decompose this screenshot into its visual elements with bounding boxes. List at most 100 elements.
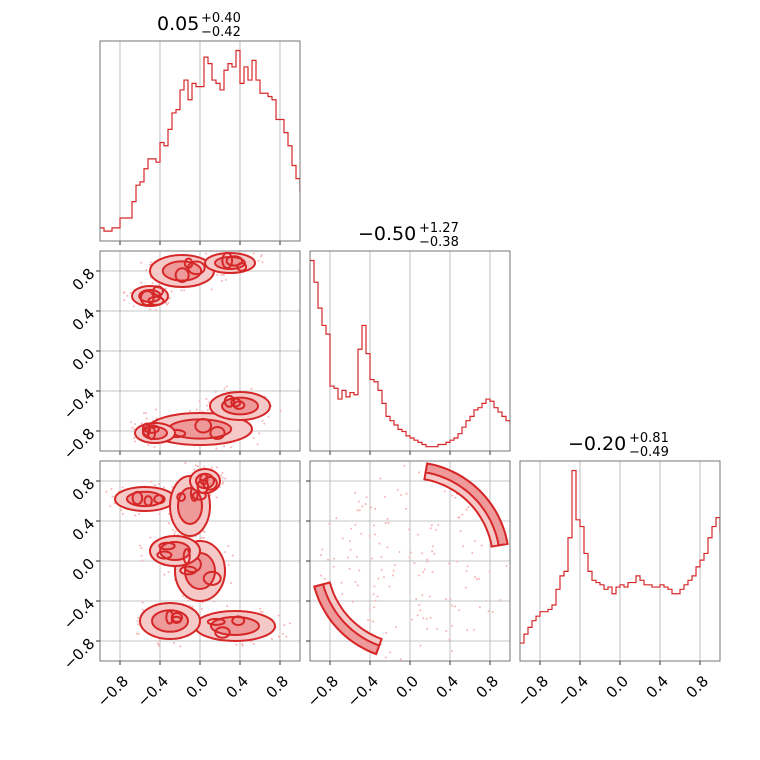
contour-p1-p2-panel bbox=[96, 250, 301, 455]
contour-p1-p2-sample-dot bbox=[223, 445, 226, 448]
contour-p2-p3-sample-dot bbox=[458, 515, 461, 518]
contour-p2-p3-sample-dot bbox=[321, 548, 324, 551]
contour-p2-p3-sample-dot bbox=[459, 529, 462, 532]
contour-p2-p3-sample-dot bbox=[358, 569, 361, 572]
contour-p2-p3-sample-dot bbox=[346, 556, 349, 559]
contour-p1-p3-sample-dot bbox=[277, 614, 280, 617]
contour-p1-p3-sample-dot bbox=[193, 468, 196, 471]
contour-p2-p3-sample-dot bbox=[372, 593, 375, 596]
contour-p1-p3-sample-dot bbox=[140, 547, 143, 550]
hist-1-title-plus: +0.40 bbox=[201, 11, 241, 26]
contour-p1-p2-contour-loop bbox=[152, 285, 164, 297]
contour-p1-p3-contour-loop bbox=[131, 490, 144, 506]
contour-p1-p2-sample-dot bbox=[129, 291, 132, 294]
contour-p2-p3-sample-dot bbox=[422, 571, 425, 574]
contour-p1-p3-sample-dot bbox=[171, 485, 174, 488]
contour-p1-p3-sample-dot bbox=[196, 465, 199, 468]
contour-p1-p3-sample-dot bbox=[141, 559, 144, 562]
contour-p1-p3-sample-dot bbox=[227, 563, 230, 566]
contour-p1-p3-sample-dot bbox=[179, 645, 182, 648]
hist-1-title-minus: −0.42 bbox=[201, 25, 241, 40]
contour-p1-p2-sample-dot bbox=[206, 409, 209, 412]
contour-p1-p3-sample-dot bbox=[222, 481, 225, 484]
contour-p2-p3-sample-dot bbox=[374, 599, 377, 602]
contour-p1-p3-sample-dot bbox=[171, 529, 174, 532]
contour-p1-p2-ytick-label: 0.8 bbox=[69, 265, 99, 295]
contour-p1-p3-contour-loop bbox=[179, 565, 198, 576]
contour-p1-p3-ytick-label: 0.0 bbox=[69, 555, 99, 585]
contour-p2-p3-sample-dot bbox=[426, 627, 429, 630]
contour-p1-p3-sample-dot bbox=[110, 487, 113, 490]
contour-p1-p3-xtick-label: −0.8 bbox=[94, 672, 132, 710]
contour-p1-p3-xtick-label: 0.8 bbox=[263, 672, 293, 702]
contour-p2-p3-sample-dot bbox=[354, 491, 357, 494]
contour-p2-p3-sample-dot bbox=[405, 508, 408, 511]
contour-p2-p3-sample-dot bbox=[365, 496, 368, 499]
contour-p1-p2-sample-dot bbox=[267, 415, 270, 418]
contour-p2-p3-sample-dot bbox=[370, 506, 373, 509]
contour-p1-p3-sample-dot bbox=[186, 599, 189, 602]
contour-p1-p2-sample-dot bbox=[205, 397, 208, 400]
contour-p2-p3-sample-dot bbox=[422, 617, 425, 620]
contour-p2-p3-sample-dot bbox=[378, 542, 381, 545]
contour-p2-p3-sample-dot bbox=[368, 608, 371, 611]
contour-p2-p3-sample-dot bbox=[405, 492, 408, 495]
contour-p2-p3-sample-dot bbox=[410, 551, 413, 554]
contour-p1-p3-sample-dot bbox=[149, 536, 152, 539]
contour-p2-p3-sample-dot bbox=[425, 617, 428, 620]
contour-p1-p2-contour-loop bbox=[174, 267, 190, 283]
contour-p1-p3-sample-dot bbox=[167, 571, 170, 574]
contour-p2-p3-sample-dot bbox=[356, 584, 359, 587]
contour-p1-p2-sample-dot bbox=[131, 426, 134, 429]
hist-1-title: 0.05 bbox=[157, 13, 199, 35]
contour-p1-p3-sample-dot bbox=[137, 632, 140, 635]
contour-p1-p3-sample-dot bbox=[261, 611, 264, 614]
contour-p1-p3-contour-inner bbox=[177, 487, 203, 525]
contour-p1-p2-sample-dot bbox=[183, 289, 186, 292]
contour-p2-p3-sample-dot bbox=[399, 493, 402, 496]
contour-p1-p2-sample-dot bbox=[133, 440, 136, 443]
contour-p1-p3-ytick-label: 0.4 bbox=[69, 515, 99, 545]
contour-p2-p3-sample-dot bbox=[393, 564, 396, 567]
contour-p2-p3-sample-dot bbox=[454, 605, 457, 608]
contour-p1-p3-ytick-label: 0.8 bbox=[69, 475, 99, 505]
contour-p2-p3-sample-dot bbox=[355, 555, 358, 558]
contour-p2-p3-sample-dot bbox=[428, 595, 431, 598]
contour-p2-p3-sample-dot bbox=[408, 556, 411, 559]
contour-p2-p3-xtick-label: 0.8 bbox=[473, 672, 503, 702]
contour-p2-p3-sample-dot bbox=[467, 506, 470, 509]
contour-p1-p2-sample-dot bbox=[157, 283, 160, 286]
contour-p2-p3-sample-dot bbox=[436, 627, 439, 630]
contour-p2-p3-sample-dot bbox=[354, 524, 357, 527]
contour-p1-p3-contour-loop bbox=[199, 472, 209, 486]
contour-p1-p3-sample-dot bbox=[277, 635, 280, 638]
contour-p1-p2-contour-loop bbox=[139, 289, 155, 307]
contour-p2-p3-sample-dot bbox=[373, 606, 376, 609]
contour-p1-p3-sample-dot bbox=[167, 522, 170, 525]
contour-p1-p2-sample-dot bbox=[134, 423, 137, 426]
contour-p2-p3-sample-dot bbox=[382, 576, 385, 579]
contour-p2-p3-sample-dot bbox=[416, 614, 419, 617]
contour-p1-p3-sample-dot bbox=[173, 641, 176, 644]
contour-p1-p3-sample-dot bbox=[189, 604, 192, 607]
contour-p1-p3-sample-dot bbox=[163, 573, 166, 576]
contour-p2-p3-sample-dot bbox=[454, 496, 457, 499]
contour-p1-p2-contour-loop bbox=[183, 257, 194, 269]
contour-p1-p3-sample-dot bbox=[241, 643, 244, 646]
contour-p1-p3-contour-inner bbox=[151, 609, 189, 633]
contour-p2-p3-sample-dot bbox=[466, 565, 469, 568]
contour-p2-p3-sample-dot bbox=[465, 569, 468, 572]
contour-p1-p3-contour-loop bbox=[153, 494, 166, 505]
contour-p1-p2-sample-dot bbox=[260, 255, 263, 258]
contour-p1-p3-sample-dot bbox=[121, 512, 124, 515]
contour-p1-p3-sample-dot bbox=[121, 486, 124, 489]
contour-p1-p3-xtick-label: 0.0 bbox=[183, 672, 213, 702]
contour-p2-p3-sample-dot bbox=[429, 527, 432, 530]
contour-p2-p3-sample-dot bbox=[464, 586, 467, 589]
contour-p1-p3-sample-dot bbox=[138, 512, 141, 515]
contour-p2-p3-sample-dot bbox=[465, 508, 468, 511]
contour-p2-p3-sample-dot bbox=[471, 551, 474, 554]
contour-p2-p3-sample-dot bbox=[408, 528, 411, 531]
contour-p1-p3-contour-loop bbox=[202, 570, 222, 586]
contour-p1-p3-contour-loop bbox=[182, 548, 191, 565]
